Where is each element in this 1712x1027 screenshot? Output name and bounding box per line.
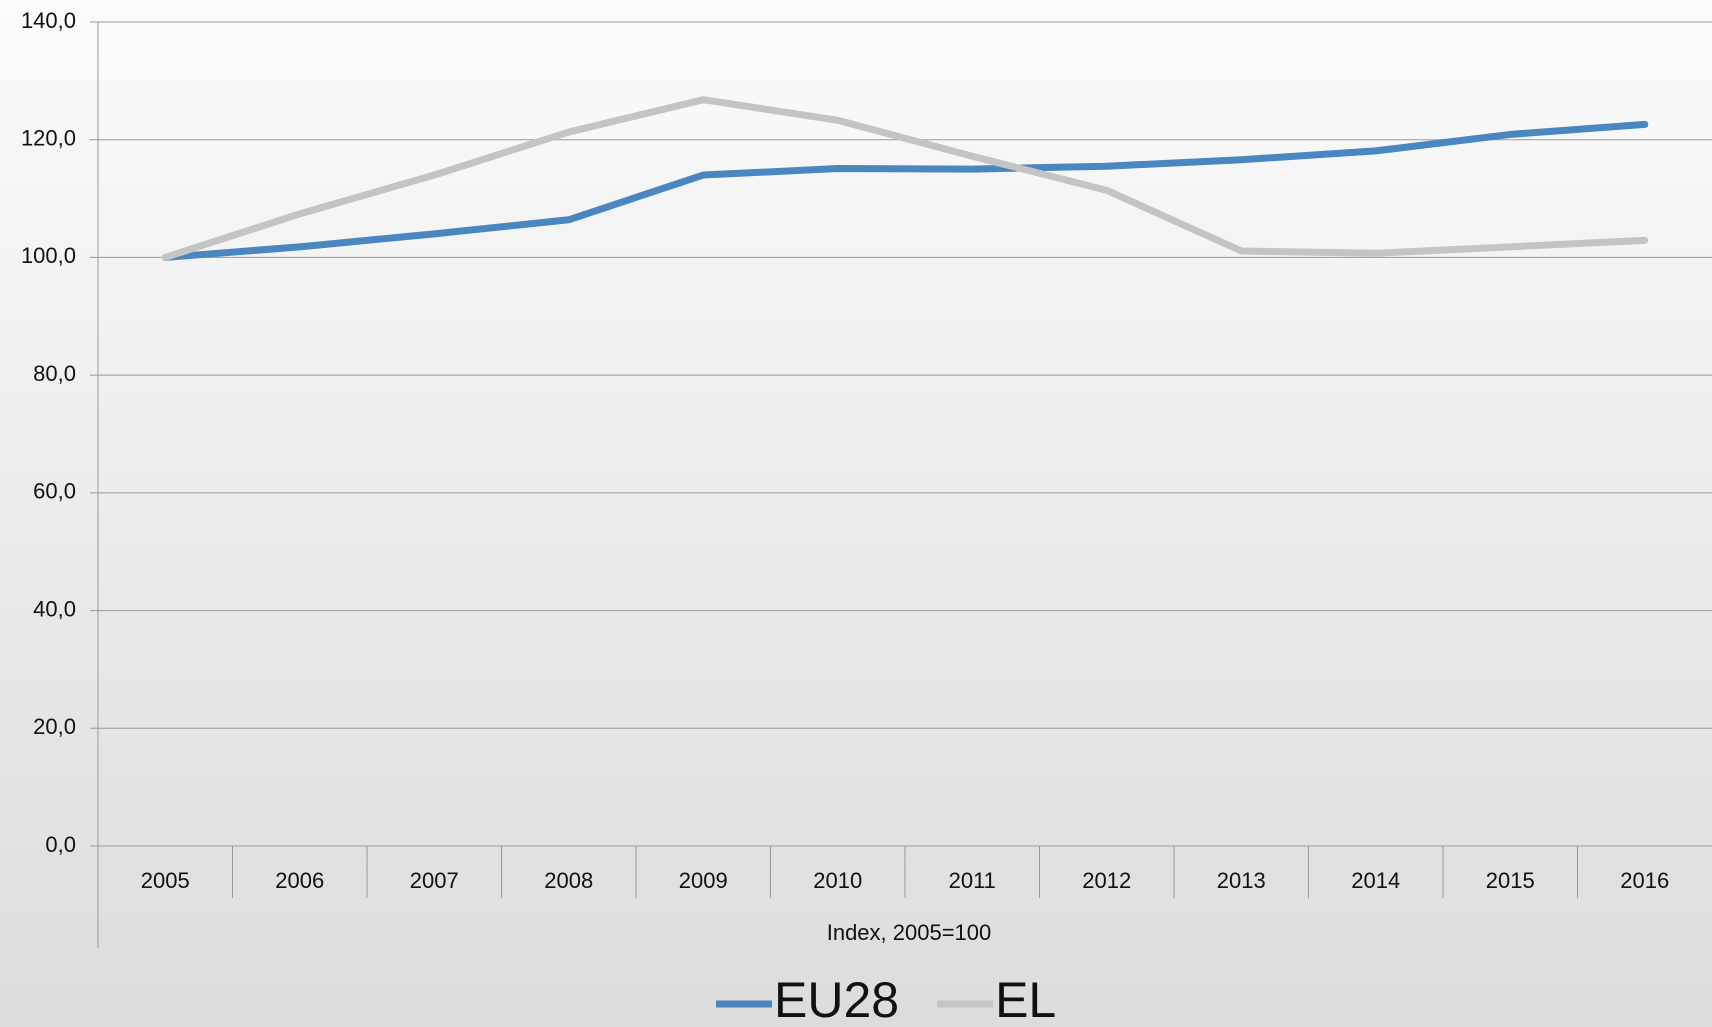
x-axis-label: Index, 2005=100: [827, 920, 992, 945]
y-tick-label: 140,0: [21, 8, 76, 33]
y-tick-label: 60,0: [33, 479, 76, 504]
x-tick-label: 2013: [1217, 868, 1266, 893]
x-tick-label: 2007: [410, 868, 459, 893]
line-series: [161, 120, 1649, 261]
y-tick-label: 0,0: [45, 832, 76, 857]
x-tick-label: 2016: [1620, 868, 1669, 893]
x-tick-label: 2005: [141, 868, 190, 893]
x-tick-label: 2008: [544, 868, 593, 893]
line-series: [161, 96, 1649, 261]
x-tick-label: 2012: [1082, 868, 1131, 893]
x-tick-label: 2006: [275, 868, 324, 893]
x-tick-label: 2010: [813, 868, 862, 893]
y-tick-label: 100,0: [21, 243, 76, 268]
y-tick-label: 120,0: [21, 126, 76, 151]
x-tick-label: 2015: [1486, 868, 1535, 893]
y-tick-label: 80,0: [33, 361, 76, 386]
x-tick-label: 2011: [949, 868, 996, 893]
y-tick-label: 20,0: [33, 714, 76, 739]
x-tick-label: 2009: [679, 868, 728, 893]
x-tick-label: 2014: [1351, 868, 1400, 893]
legend-label: EU28: [774, 972, 899, 1027]
y-tick-label: 40,0: [33, 596, 76, 621]
legend-label: EL: [995, 972, 1056, 1027]
